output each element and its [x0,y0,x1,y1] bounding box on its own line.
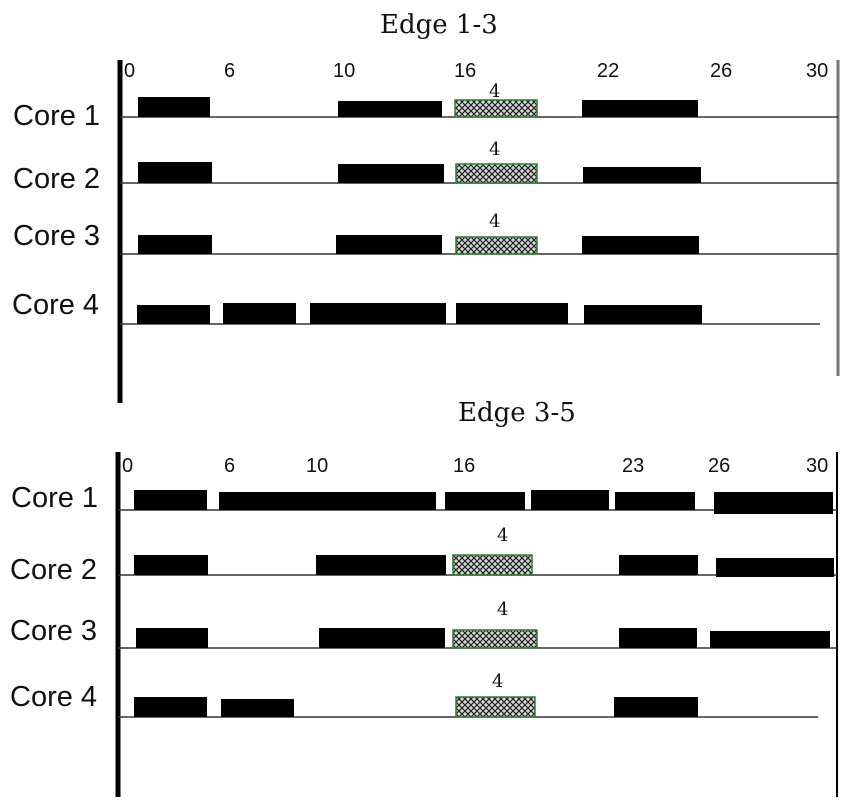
busy-block [136,628,208,648]
tick-label: 23 [622,455,644,477]
busy-block [710,631,830,648]
busy-block [582,100,698,117]
busy-block [456,303,568,324]
core-label: Core 4 [12,289,99,321]
hatch-block-label: 4 [489,139,500,160]
tick-label: 10 [306,455,328,477]
hatched-block [455,163,538,184]
busy-block [223,303,296,324]
core-label: Core 1 [13,100,100,132]
tick-label: 30 [806,455,828,477]
panel-title: Edge 1-3 [380,10,498,40]
hatched-block [452,554,533,576]
panel-title: Edge 3-5 [458,398,576,428]
tick-label: 26 [708,455,730,477]
busy-block [338,101,442,117]
busy-block [619,628,697,648]
busy-block [614,697,698,717]
busy-block [583,167,701,183]
hatched-block [455,696,536,718]
busy-block [445,492,525,510]
busy-block [137,305,210,324]
busy-block [134,697,207,717]
tick-label: 6 [224,455,235,477]
tick-label: 6 [224,60,235,82]
core-label: Core 4 [10,681,97,713]
busy-block [582,236,699,254]
busy-block [716,558,834,577]
hatch-block-label: 4 [492,671,503,692]
busy-block [584,305,702,324]
tick-label: 26 [710,60,732,82]
hatch-block-label: 4 [497,525,508,546]
tick-label: 30 [806,60,828,82]
tick-label: 10 [333,60,355,82]
tick-label: 16 [454,60,476,82]
core-label: Core 2 [10,554,97,586]
tick-label: 22 [597,60,619,82]
hatch-block-label: 4 [497,599,508,620]
hatched-block [455,236,538,255]
core-label: Core 3 [13,220,100,252]
panel-edge-3-5: Edge 3-5 0 6 10 16 23 26 30 Core 1 Core … [10,398,838,797]
tick-label: 0 [122,455,133,477]
busy-block [615,492,695,510]
busy-block [714,492,833,514]
hatched-block [452,629,538,649]
busy-block [319,628,445,648]
hatch-block-label: 4 [489,211,500,232]
hatched-block [454,99,538,118]
busy-block [338,164,444,183]
hatch-block-label: 4 [489,81,500,102]
busy-block [219,492,436,510]
tick-label: 16 [453,455,475,477]
core-label: Core 3 [10,615,97,647]
busy-block [134,555,208,575]
core-label: Core 2 [13,163,100,195]
busy-block [336,235,442,254]
busy-block [531,490,609,510]
busy-block [619,555,698,575]
busy-block [138,97,210,117]
busy-block [134,490,207,510]
busy-block [138,235,212,254]
tick-label: 0 [124,60,135,82]
busy-block [310,303,446,324]
core-label: Core 1 [11,482,98,514]
busy-block [138,162,212,183]
busy-block [221,699,294,717]
busy-block [316,555,446,575]
panel-edge-1-3: Edge 1-3 0 6 10 16 22 26 30 Core 1 4 Cor… [12,10,840,403]
